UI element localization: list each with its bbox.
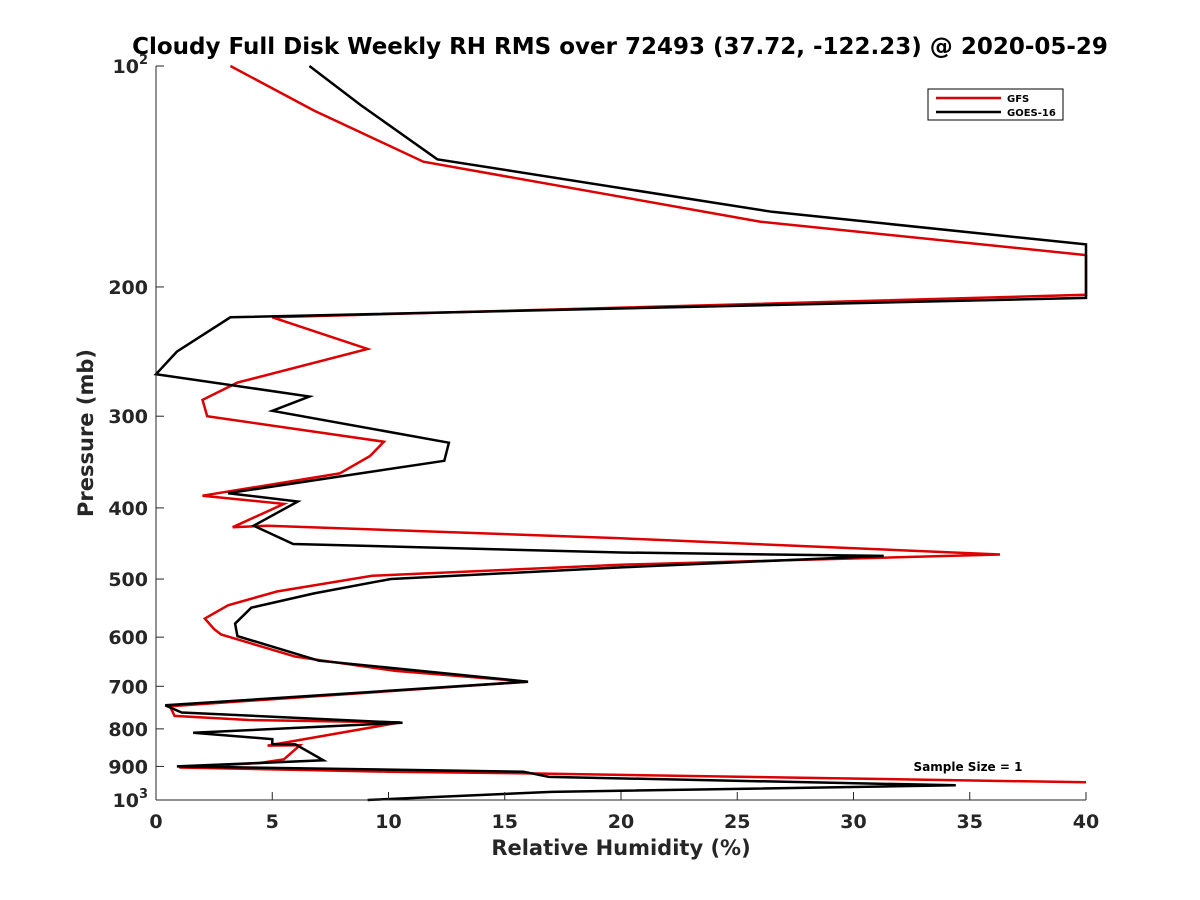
- legend-label: GOES-16: [1007, 108, 1056, 119]
- y-axis-title: Pressure (mb): [74, 349, 98, 517]
- y-tick-label: 200: [108, 277, 148, 299]
- y-tick-label: 103: [113, 787, 149, 812]
- y-ticks: 102 200 300 400 500 600 700 800 900 103: [108, 53, 164, 812]
- y-tick-label: 400: [108, 498, 148, 520]
- x-tick-label: 35: [957, 811, 983, 833]
- sample-size-annotation: Sample Size = 1: [914, 760, 1023, 774]
- legend-box: [927, 88, 1064, 121]
- y-tick-label: 102: [113, 53, 149, 78]
- y-tick-label: 300: [108, 406, 148, 428]
- x-ticks: 0 5 10 15 20 25 30 35 40: [149, 792, 1099, 833]
- y-tick-label: 600: [108, 627, 148, 649]
- series-layer: [153, 64, 1088, 802]
- x-tick-label: 15: [492, 811, 518, 833]
- y-tick-label: 900: [108, 756, 148, 778]
- series-line-goes-16: [153, 65, 1088, 802]
- series-line-gfs: [167, 64, 1088, 784]
- legend-label: GFS: [1007, 94, 1029, 105]
- x-tick-label: 0: [149, 811, 162, 833]
- x-tick-label: 25: [724, 811, 750, 833]
- x-axis-title: Relative Humidity (%): [491, 836, 750, 860]
- y-tick-label: 800: [108, 719, 148, 741]
- y-tick-label: 700: [108, 676, 148, 698]
- plot-area: [156, 66, 1086, 800]
- chart-title: Cloudy Full Disk Weekly RH RMS over 7249…: [132, 34, 1108, 60]
- x-tick-label: 20: [608, 811, 634, 833]
- x-tick-label: 30: [840, 811, 866, 833]
- x-tick-label: 40: [1073, 811, 1099, 833]
- x-tick-label: 5: [266, 811, 279, 833]
- legend: GFS GOES-16: [927, 88, 1064, 121]
- x-tick-label: 10: [375, 811, 401, 833]
- y-tick-label: 500: [108, 569, 148, 591]
